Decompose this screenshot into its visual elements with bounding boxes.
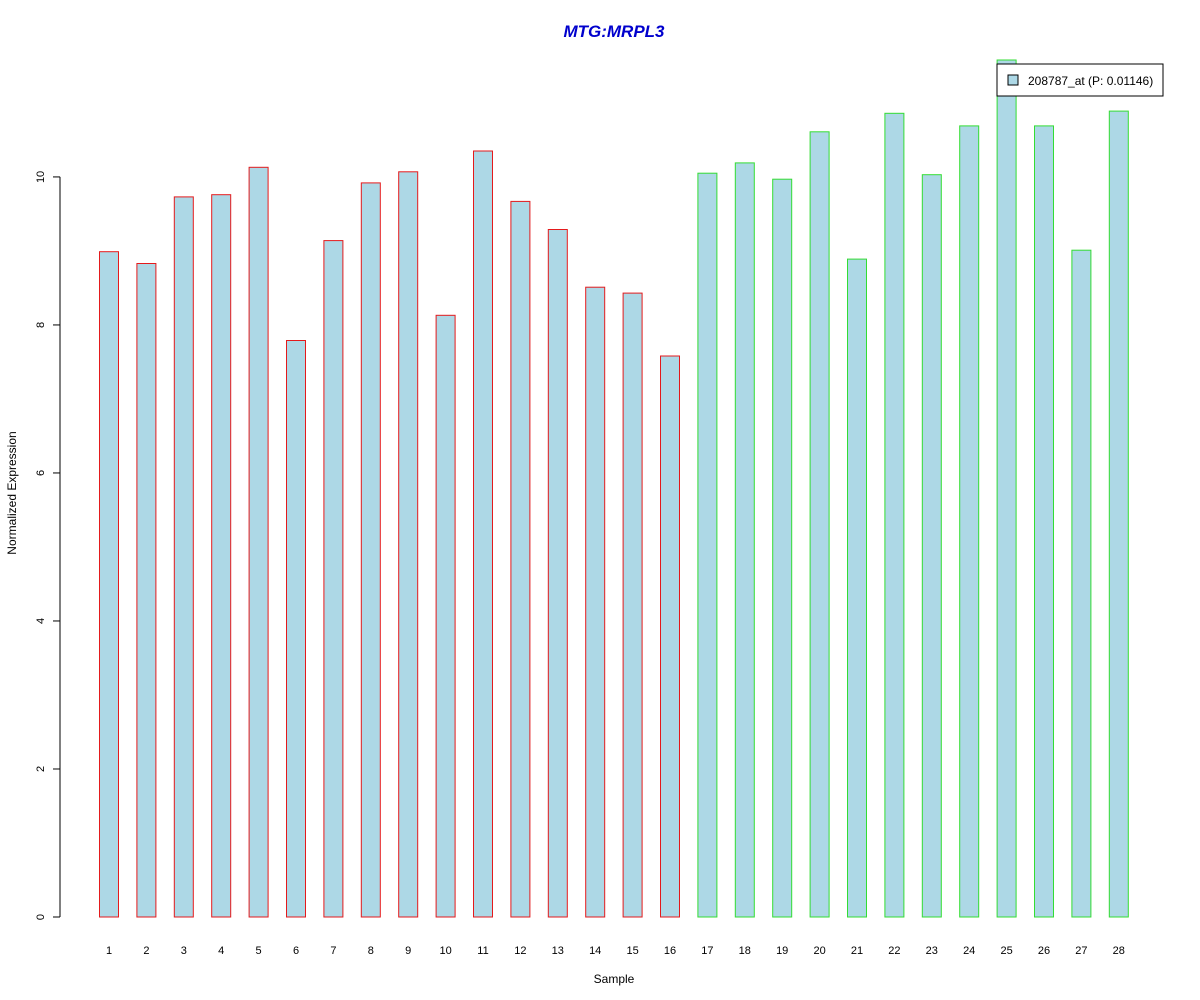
x-tick-label: 21 [851,945,863,957]
x-tick-label: 12 [514,945,526,957]
bar-sample-11 [473,150,493,918]
bar-sample-26 [1034,125,1054,918]
bar-sample-3 [173,196,194,918]
bar-sample-13 [547,229,568,918]
y-tick-label: 8 [35,322,47,328]
x-tick-label: 9 [405,945,411,957]
legend: 208787_at (P: 0.01146) [996,63,1164,97]
bar-sample-15 [622,292,643,918]
x-tick-label: 8 [368,945,374,957]
y-axis: 0 2 4 6 8 10 [35,171,61,920]
x-tick-label: 25 [1000,945,1012,957]
x-tick-label: 10 [439,945,451,957]
bar-sample-10 [435,314,456,918]
bar-sample-1 [99,251,119,918]
bar-sample-19 [772,178,793,918]
x-axis-label: Sample [594,972,635,986]
bar-sample-24 [959,125,980,918]
x-tick-label: 22 [888,945,900,957]
x-tick-label: 3 [181,945,187,957]
bar-sample-25 [996,59,1017,918]
y-tick-label: 0 [35,914,47,920]
bar-sample-27 [1071,249,1092,918]
x-tick-label: 16 [664,945,676,957]
bar-sample-28 [1108,110,1129,918]
y-axis-label: Normalized Expression [5,431,19,554]
x-tick-label: 19 [776,945,788,957]
x-tick-label: 28 [1113,945,1125,957]
bar-sample-14 [585,286,606,918]
x-tick-label: 24 [963,945,975,957]
y-tick-label: 4 [35,618,47,624]
x-tick-label: 7 [330,945,336,957]
x-tick-label: 15 [626,945,638,957]
bar-sample-22 [884,112,905,918]
legend-box [996,63,1164,97]
bar-sample-12 [510,200,531,918]
bar-sample-16 [660,355,680,918]
x-tick-label: 13 [552,945,564,957]
x-tick-label: 26 [1038,945,1050,957]
bar-sample-23 [921,174,942,918]
x-tick-label: 11 [477,945,488,957]
x-tick-label: 6 [293,945,299,957]
x-tick-label: 1 [106,945,112,957]
bar-sample-6 [286,340,306,918]
x-tick-label: 5 [256,945,262,957]
bars-group [99,59,1129,918]
x-tick-label: 18 [739,945,751,957]
bar-sample-21 [847,258,867,918]
bar-sample-8 [360,182,381,918]
legend-entry-label: 208787_at (P: 0.01146) [1028,74,1153,88]
bar-sample-7 [323,240,344,918]
x-tick-label: 27 [1075,945,1087,957]
bar-sample-9 [398,171,419,918]
y-tick-label: 2 [35,766,47,772]
bar-sample-17 [697,172,718,918]
y-tick-label: 10 [35,171,47,183]
bar-sample-2 [136,263,157,918]
chart-title: MTG:MRPL3 [563,22,665,41]
bar-sample-20 [809,131,830,918]
bar-sample-4 [211,194,232,918]
x-tick-label: 14 [589,945,601,957]
x-tick-label: 23 [926,945,938,957]
x-tick-labels: 1 2 3 4 5 6 7 8 9 10 11 12 13 14 15 16 17 18 19 20 21 22 23 24 2… [106,945,1125,957]
y-tick-label: 6 [35,470,47,476]
bar-sample-5 [248,166,269,918]
x-tick-label: 17 [701,945,713,957]
legend-swatch [1007,74,1019,86]
x-tick-label: 20 [813,945,825,957]
x-tick-label: 2 [143,945,149,957]
x-tick-label: 4 [218,945,224,957]
bar-sample-18 [734,162,755,918]
